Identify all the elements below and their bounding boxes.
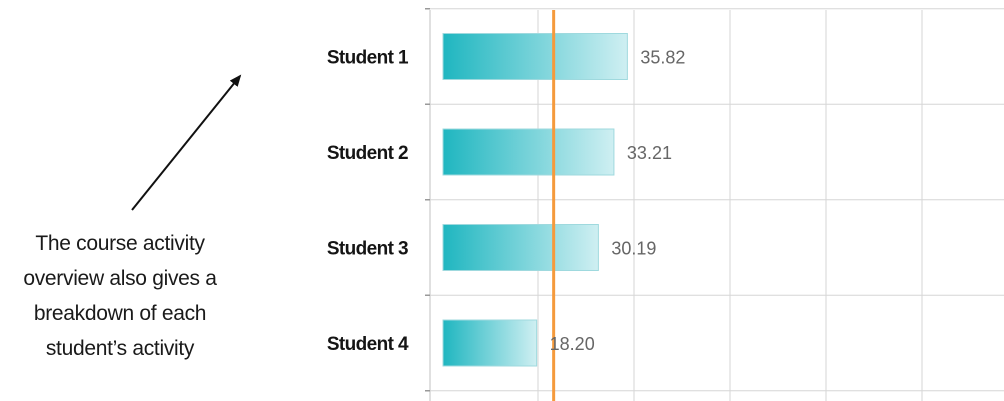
bar: [442, 128, 615, 176]
category-label: Student 4: [327, 334, 409, 355]
category-label: Student 1: [327, 48, 409, 69]
annotation-line: breakdown of each: [33, 302, 207, 325]
data-label: 30.19: [611, 239, 656, 259]
annotation-line: overview also gives a: [23, 267, 217, 290]
bar: [442, 33, 628, 80]
bar: [442, 319, 538, 367]
data-label: 33.21: [627, 143, 672, 163]
labels: Student 1 35.82 Student 2 33.21 Student 3 30.…: [327, 48, 686, 356]
annotation-arrow: [131, 74, 242, 211]
data-label: 35.82: [640, 48, 685, 68]
data-label: 18.20: [550, 334, 595, 354]
bar: [442, 224, 599, 271]
category-label: Student 3: [327, 239, 408, 260]
grid: [425, 8, 1004, 401]
annotation-line: student’s activity: [45, 337, 195, 360]
annotation-line: The course activity: [35, 232, 205, 255]
bars: [442, 33, 628, 367]
category-label: Student 2: [327, 143, 408, 164]
annotation-text: The course activity overview also gives …: [0, 226, 240, 366]
